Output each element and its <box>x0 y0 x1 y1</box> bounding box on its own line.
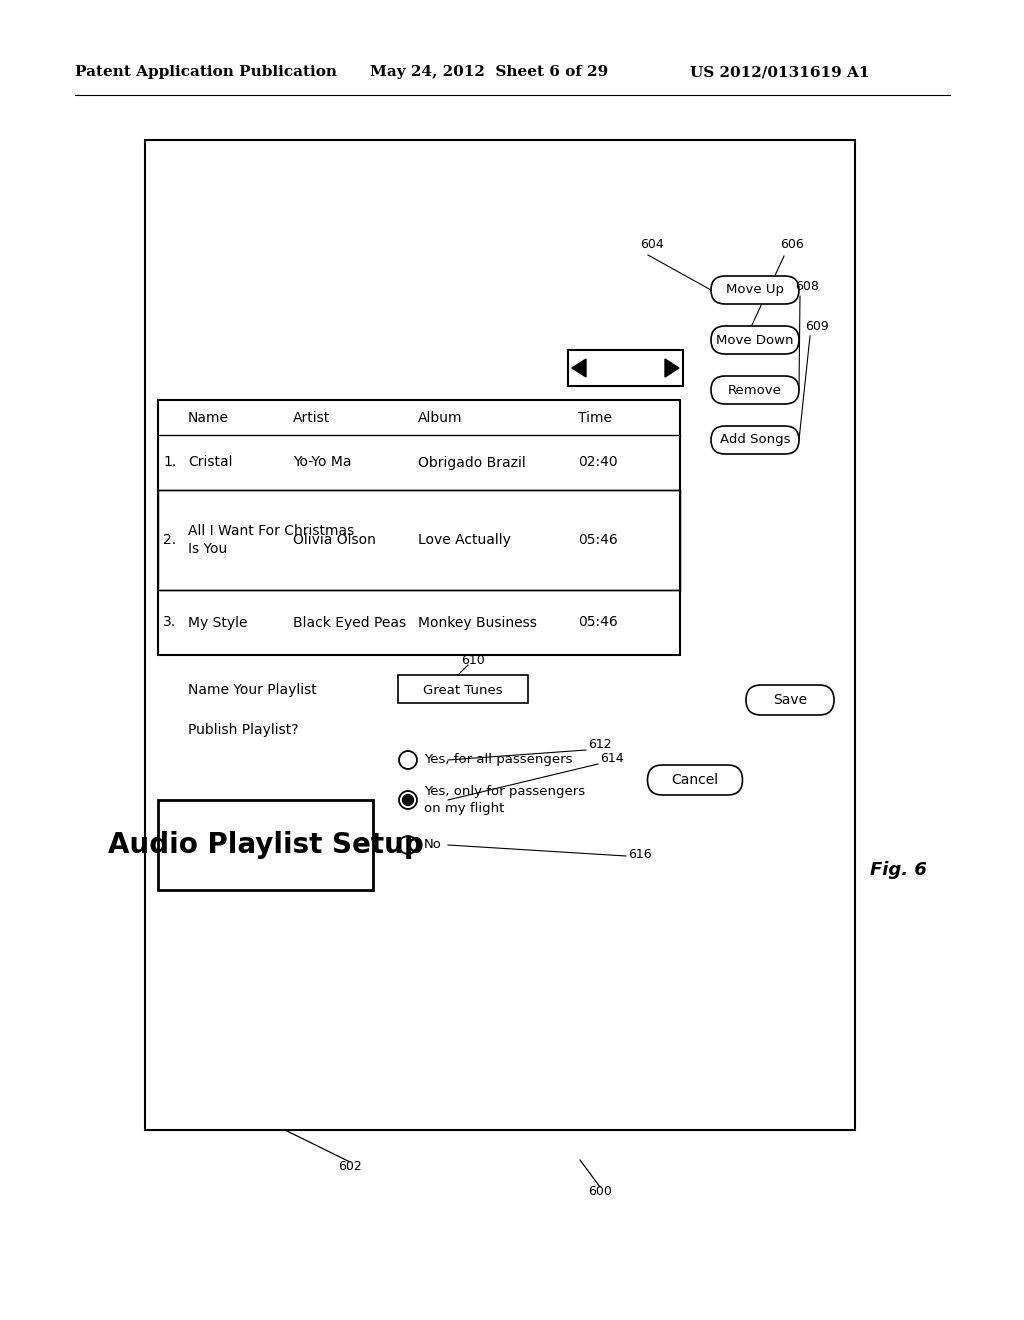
Text: Add Songs: Add Songs <box>720 433 791 446</box>
Circle shape <box>402 795 414 805</box>
Text: 604: 604 <box>640 238 664 251</box>
Text: Yes, for all passengers: Yes, for all passengers <box>424 754 572 767</box>
Text: Name: Name <box>188 411 229 425</box>
Text: Love Actually: Love Actually <box>418 533 511 546</box>
Text: Yo-Yo Ma: Yo-Yo Ma <box>293 455 351 470</box>
Text: 606: 606 <box>780 238 804 251</box>
Bar <box>158 490 680 590</box>
Text: 612: 612 <box>588 738 611 751</box>
Text: No: No <box>424 838 442 851</box>
Text: Fig. 6: Fig. 6 <box>870 861 927 879</box>
Polygon shape <box>572 359 586 378</box>
Bar <box>158 800 373 890</box>
Text: May 24, 2012  Sheet 6 of 29: May 24, 2012 Sheet 6 of 29 <box>370 65 608 79</box>
Text: 616: 616 <box>628 847 651 861</box>
Text: Move Down: Move Down <box>716 334 794 346</box>
Text: 610: 610 <box>461 653 485 667</box>
Text: Black Eyed Peas: Black Eyed Peas <box>293 615 407 630</box>
FancyBboxPatch shape <box>711 376 799 404</box>
Text: 600: 600 <box>588 1185 612 1199</box>
Text: Album: Album <box>418 411 463 425</box>
Text: My Style: My Style <box>188 615 248 630</box>
FancyBboxPatch shape <box>711 276 799 304</box>
Bar <box>158 490 680 590</box>
Text: Audio Playlist Setup: Audio Playlist Setup <box>108 832 423 859</box>
Text: 608: 608 <box>795 280 819 293</box>
Text: 2.: 2. <box>163 533 176 546</box>
Text: Move Up: Move Up <box>726 284 784 297</box>
Text: Publish Playlist?: Publish Playlist? <box>188 723 299 737</box>
FancyBboxPatch shape <box>711 426 799 454</box>
Text: Time: Time <box>578 411 612 425</box>
Text: Obrigado Brazil: Obrigado Brazil <box>418 455 525 470</box>
Text: 602: 602 <box>338 1160 361 1173</box>
Text: US 2012/0131619 A1: US 2012/0131619 A1 <box>690 65 869 79</box>
Polygon shape <box>665 359 679 378</box>
Text: Name Your Playlist: Name Your Playlist <box>188 682 316 697</box>
Text: Save: Save <box>773 693 807 708</box>
Text: Artist: Artist <box>293 411 331 425</box>
Text: Monkey Business: Monkey Business <box>418 615 537 630</box>
Bar <box>145 140 855 1130</box>
Text: 05:46: 05:46 <box>578 615 617 630</box>
FancyBboxPatch shape <box>711 326 799 354</box>
Text: Patent Application Publication: Patent Application Publication <box>75 65 337 79</box>
Bar <box>568 350 683 385</box>
Text: All I Want For Christmas
Is You: All I Want For Christmas Is You <box>188 524 354 556</box>
Text: 02:40: 02:40 <box>578 455 617 470</box>
Text: 3.: 3. <box>163 615 176 630</box>
Text: Cancel: Cancel <box>672 774 719 787</box>
Text: Remove: Remove <box>728 384 782 396</box>
Text: Olivia Olson: Olivia Olson <box>293 533 376 546</box>
Text: 1.: 1. <box>163 455 176 470</box>
Text: 609: 609 <box>805 319 828 333</box>
FancyBboxPatch shape <box>746 685 834 715</box>
Text: 05:46: 05:46 <box>578 533 617 546</box>
Text: Cristal: Cristal <box>188 455 232 470</box>
Bar <box>398 675 528 704</box>
Bar <box>158 400 680 655</box>
Text: 614: 614 <box>600 752 624 766</box>
Text: Great Tunes: Great Tunes <box>423 684 503 697</box>
FancyBboxPatch shape <box>647 766 742 795</box>
Text: Yes, only for passengers
on my flight: Yes, only for passengers on my flight <box>424 785 585 814</box>
